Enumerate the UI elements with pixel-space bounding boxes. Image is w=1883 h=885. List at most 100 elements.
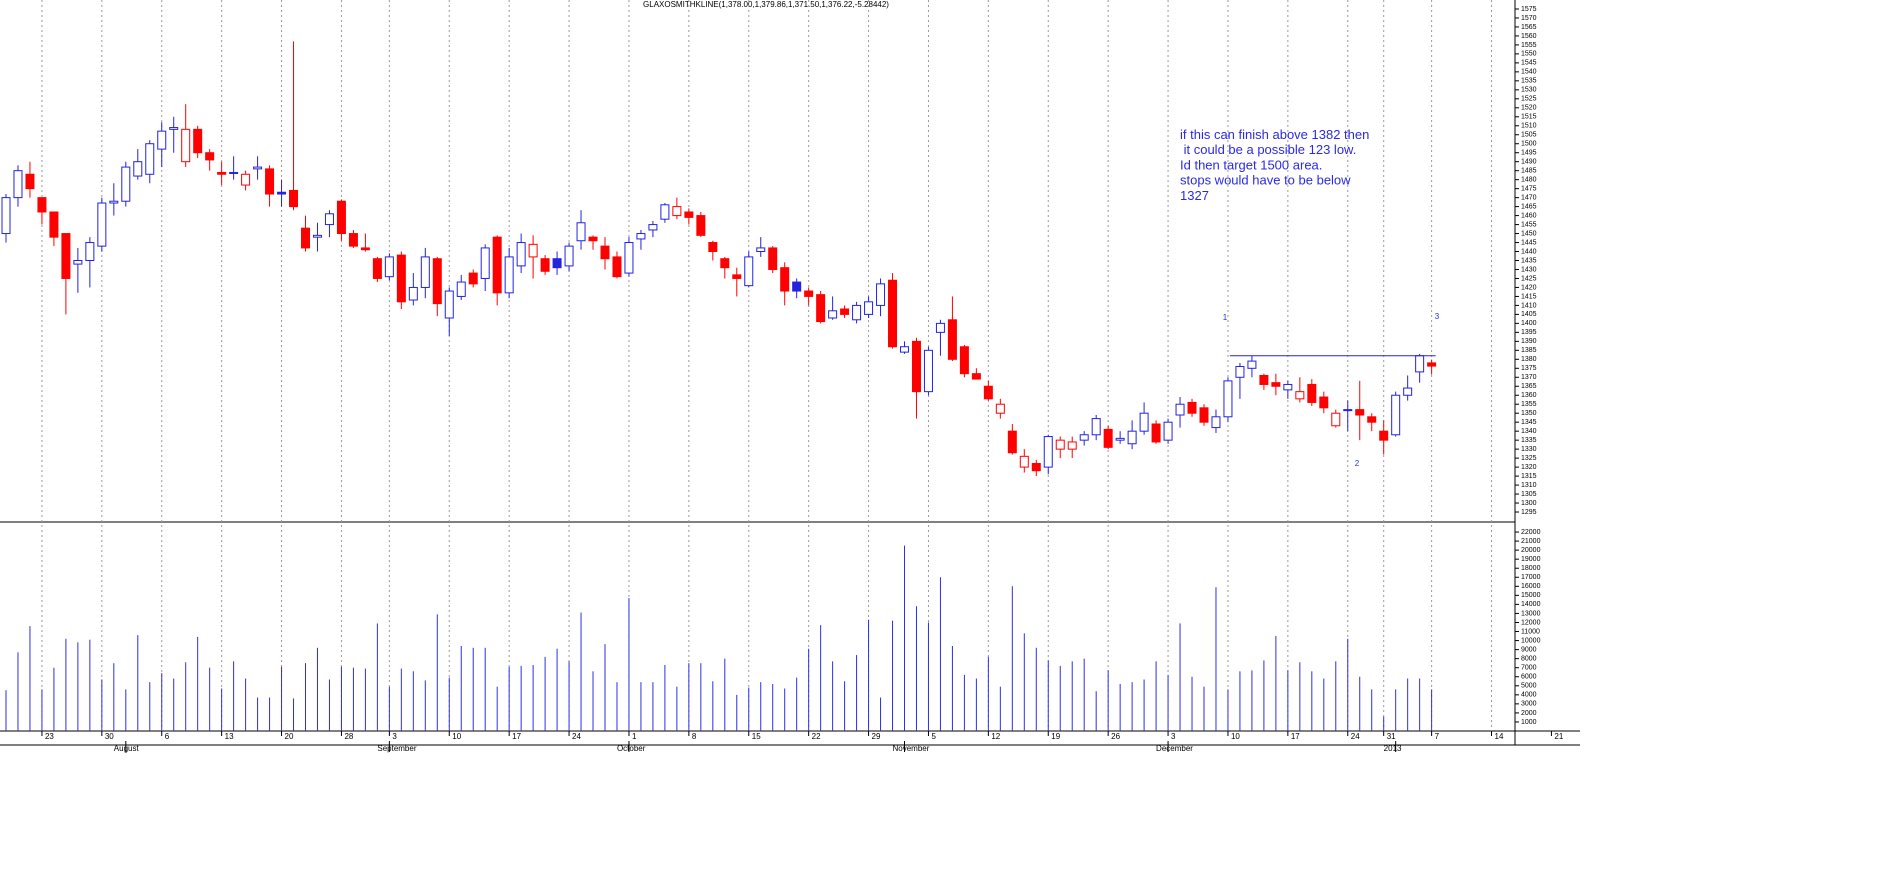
volume-tick-label: 16000: [1521, 583, 1541, 590]
candle-body: [253, 166, 263, 170]
candle-body: [1271, 382, 1281, 387]
candle-body: [1163, 421, 1173, 441]
y-tick-label: 1345: [1521, 419, 1537, 426]
candle-body: [636, 233, 646, 240]
y-tick-label: 1365: [1521, 383, 1537, 390]
y-tick-label: 1515: [1521, 114, 1537, 121]
candle-body: [85, 242, 95, 262]
volume-tick-label: 6000: [1521, 674, 1537, 681]
x-tick-label: 14: [1495, 732, 1504, 741]
pattern-label: 2: [1355, 459, 1360, 468]
candle-body: [648, 224, 658, 231]
candle-body: [1355, 409, 1365, 416]
candle-body: [660, 204, 670, 220]
x-tick-label: 6: [165, 732, 170, 741]
candle-body: [1019, 455, 1029, 468]
candle-body: [1331, 412, 1341, 427]
y-tick-label: 1440: [1521, 248, 1537, 255]
candle-body: [804, 290, 814, 297]
candle-body: [935, 322, 945, 333]
y-tick-label: 1375: [1521, 365, 1537, 372]
x-tick-label: 13: [225, 732, 234, 741]
y-tick-label: 1330: [1521, 446, 1537, 453]
candle-body: [420, 256, 430, 288]
candle-body: [145, 143, 155, 175]
x-tick-label: 24: [572, 732, 581, 741]
candle-body: [229, 171, 239, 174]
candle-body: [324, 213, 334, 226]
pattern-label: 3: [1435, 312, 1440, 321]
y-tick-label: 1400: [1521, 320, 1537, 327]
candle-body: [720, 258, 730, 269]
y-tick-label: 1315: [1521, 473, 1537, 480]
candle-body: [121, 166, 131, 202]
candle-body: [301, 227, 310, 249]
candle-body: [911, 340, 921, 393]
candle-body: [504, 256, 514, 294]
y-tick-label: 1445: [1521, 239, 1537, 246]
volume-tick-label: 13000: [1521, 610, 1541, 617]
candle-body: [816, 294, 826, 323]
x-tick-label: 17: [512, 732, 521, 741]
candle-body: [780, 267, 790, 292]
candle-body: [1151, 423, 1161, 443]
candle-body: [1079, 434, 1089, 441]
y-tick-label: 1550: [1521, 51, 1537, 58]
candle-body: [193, 128, 203, 154]
x-tick-label: 29: [872, 732, 881, 741]
x-tick-label: 20: [285, 732, 294, 741]
volume-tick-label: 1000: [1521, 719, 1537, 726]
candle-body: [516, 242, 526, 267]
y-tick-label: 1560: [1521, 33, 1537, 40]
candle-body: [1379, 430, 1389, 441]
y-tick-label: 1355: [1521, 401, 1537, 408]
y-tick-label: 1535: [1521, 78, 1537, 85]
candle-body: [1427, 362, 1437, 367]
y-tick-label: 1495: [1521, 150, 1537, 157]
candle-body: [1091, 418, 1101, 436]
y-tick-label: 1460: [1521, 212, 1537, 219]
volume-tick-label: 5000: [1521, 683, 1537, 690]
candle-body: [456, 281, 466, 297]
month-label: 2013: [1384, 744, 1402, 753]
y-tick-label: 1415: [1521, 293, 1537, 300]
chart-title: GLAXOSMITHKLINE(1,378.00,1,379.86,1,371.…: [643, 0, 889, 9]
note-line: 1327: [1180, 188, 1209, 203]
y-tick-label: 1510: [1521, 123, 1537, 130]
y-tick-label: 1405: [1521, 311, 1537, 318]
y-tick-label: 1575: [1521, 6, 1537, 13]
month-label: August: [114, 744, 140, 753]
candle-body: [492, 236, 502, 294]
x-tick-label: 22: [812, 732, 821, 741]
month-label: December: [1156, 744, 1193, 753]
x-tick-label: 5: [931, 732, 936, 741]
x-tick-label: 30: [105, 732, 114, 741]
candle-body: [696, 215, 706, 236]
y-tick-label: 1545: [1521, 60, 1537, 67]
candle-body: [744, 256, 754, 287]
note-line: stops would have to be below: [1180, 173, 1351, 188]
candle-body: [13, 170, 23, 199]
x-tick-label: 1: [632, 732, 637, 741]
volume-tick-label: 20000: [1521, 547, 1541, 554]
y-tick-label: 1420: [1521, 284, 1537, 291]
x-tick-label: 26: [1111, 732, 1120, 741]
y-tick-label: 1335: [1521, 437, 1537, 444]
candle-body: [588, 236, 598, 242]
candle-body: [468, 272, 478, 285]
y-tick-label: 1360: [1521, 392, 1537, 399]
volume-tick-label: 7000: [1521, 665, 1537, 672]
candle-body: [1043, 436, 1053, 468]
x-tick-label: 17: [1291, 732, 1300, 741]
candle-body: [1283, 383, 1293, 391]
candle-body: [576, 222, 586, 242]
candle-body: [1127, 430, 1137, 445]
x-tick-label: 7: [1435, 732, 1440, 741]
volume-tick-label: 22000: [1521, 529, 1541, 536]
candle-body: [1259, 374, 1269, 385]
volume-tick-label: 19000: [1521, 556, 1541, 563]
volume-tick-label: 15000: [1521, 592, 1541, 599]
y-tick-label: 1425: [1521, 275, 1537, 282]
x-tick-label: 19: [1051, 732, 1060, 741]
candle-body: [684, 211, 694, 218]
